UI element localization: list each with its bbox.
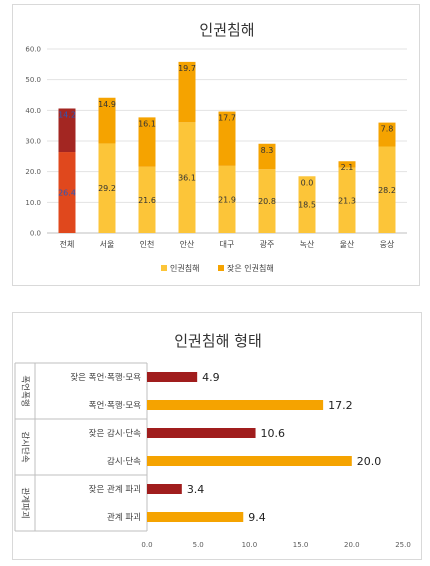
y-tick-label: 10.0 bbox=[25, 199, 41, 207]
category-label: 잦은 폭언·폭행·모욕 bbox=[70, 372, 141, 383]
data-label: 8.3 bbox=[261, 146, 274, 155]
data-label: 16.1 bbox=[138, 119, 156, 128]
data-label: 14.2 bbox=[58, 110, 76, 119]
bar bbox=[147, 512, 244, 522]
group-label: 감시단속 bbox=[20, 431, 31, 462]
bar bbox=[147, 456, 352, 466]
y-tick-label: 50.0 bbox=[25, 76, 41, 84]
bar bbox=[147, 484, 182, 494]
chart-title: 인권침해 형태 bbox=[174, 332, 262, 350]
bar-segment bbox=[138, 166, 156, 233]
data-label: 17.7 bbox=[218, 114, 236, 123]
legend-label: 잦은 인권침해 bbox=[227, 263, 274, 273]
data-label: 36.1 bbox=[178, 174, 196, 183]
x-tick-label: 서울 bbox=[100, 240, 115, 249]
data-label: 10.6 bbox=[261, 427, 286, 440]
bar-segment bbox=[138, 117, 156, 167]
data-label: 3.4 bbox=[187, 483, 205, 496]
bar-segment bbox=[338, 167, 356, 233]
y-tick-label: 40.0 bbox=[25, 107, 41, 115]
group-label: 관계파괴 bbox=[20, 487, 31, 518]
bar bbox=[147, 400, 324, 410]
y-tick-label: 20.0 bbox=[25, 168, 41, 176]
bar-segment bbox=[378, 146, 396, 233]
regional-stacked-bar-chart: 인권침해 0.0 10.0 20.0 30.0 40.0 50.0 60.0 26.4 14.2 전… bbox=[25, 21, 407, 273]
bar-segment bbox=[98, 143, 116, 233]
bar-segment bbox=[378, 122, 396, 147]
x-tick-label: 20.0 bbox=[344, 541, 360, 549]
legend-swatch bbox=[218, 265, 224, 271]
x-tick-label: 10.0 bbox=[242, 541, 258, 549]
x-tick-label: 대구 bbox=[220, 240, 235, 249]
x-tick-label: 울산 bbox=[340, 239, 355, 249]
bar-segment bbox=[258, 169, 276, 233]
x-tick-label: 안산 bbox=[180, 239, 195, 249]
data-label: 14.9 bbox=[98, 100, 116, 109]
x-tick-label: 0.0 bbox=[141, 541, 152, 549]
x-tick-label: 15.0 bbox=[293, 541, 309, 549]
group-label: 폭언폭행 bbox=[20, 375, 31, 406]
category-label: 관계 파괴 bbox=[107, 512, 141, 523]
data-label: 21.6 bbox=[138, 196, 156, 205]
data-label: 20.8 bbox=[258, 197, 276, 206]
y-tick-label: 30.0 bbox=[25, 138, 41, 146]
category-label: 잦은 감시·단속 bbox=[89, 428, 142, 439]
y-tick-label: 0.0 bbox=[30, 230, 41, 238]
data-label: 4.9 bbox=[202, 371, 220, 384]
data-label: 9.4 bbox=[248, 511, 265, 524]
bar bbox=[147, 372, 198, 382]
y-tick-label: 60.0 bbox=[25, 46, 41, 54]
data-label: 0.0 bbox=[301, 178, 314, 187]
bar-segment bbox=[218, 165, 236, 233]
data-label: 19.7 bbox=[178, 64, 196, 73]
legend-swatch bbox=[161, 265, 167, 271]
bar-segment bbox=[178, 61, 196, 123]
data-label: 29.2 bbox=[98, 184, 116, 193]
chart-panel-top: 인권침해 0.0 10.0 20.0 30.0 40.0 50.0 60.0 26.4 14.2 전… bbox=[12, 4, 420, 286]
x-tick-label: 녹산 bbox=[300, 239, 315, 249]
bar-segment bbox=[58, 152, 76, 233]
data-label: 18.5 bbox=[298, 201, 316, 210]
data-label: 20.0 bbox=[357, 455, 382, 468]
bar-segment bbox=[178, 122, 196, 233]
data-label: 2.1 bbox=[341, 163, 354, 172]
chart-title: 인권침해 bbox=[199, 21, 254, 39]
x-tick-label: 인천 bbox=[140, 239, 155, 249]
bar-segment bbox=[338, 161, 356, 168]
bar-segment bbox=[298, 176, 316, 233]
legend-label: 인권침해 bbox=[170, 263, 199, 273]
data-label: 21.3 bbox=[338, 196, 356, 205]
bar-segment bbox=[258, 143, 276, 170]
x-tick-label: 5.0 bbox=[193, 541, 204, 549]
x-tick-label: 25.0 bbox=[395, 541, 411, 549]
data-label: 26.4 bbox=[58, 189, 76, 198]
x-tick-label: 웅상 bbox=[380, 239, 395, 249]
category-label: 잦은 관계 파괴 bbox=[89, 484, 141, 495]
category-label: 감시·단속 bbox=[107, 456, 141, 467]
bar bbox=[147, 428, 256, 438]
category-label: 폭언·폭행·모욕 bbox=[89, 400, 142, 411]
bar-segment bbox=[58, 108, 76, 153]
data-label: 17.2 bbox=[328, 399, 353, 412]
x-tick-label: 전체 bbox=[60, 239, 75, 249]
bar-segment bbox=[218, 111, 236, 166]
data-label: 28.2 bbox=[378, 186, 396, 195]
data-label: 21.9 bbox=[218, 195, 236, 204]
x-tick-label: 광주 bbox=[260, 239, 275, 249]
bar-segment bbox=[98, 97, 116, 144]
data-label: 7.8 bbox=[381, 125, 394, 134]
